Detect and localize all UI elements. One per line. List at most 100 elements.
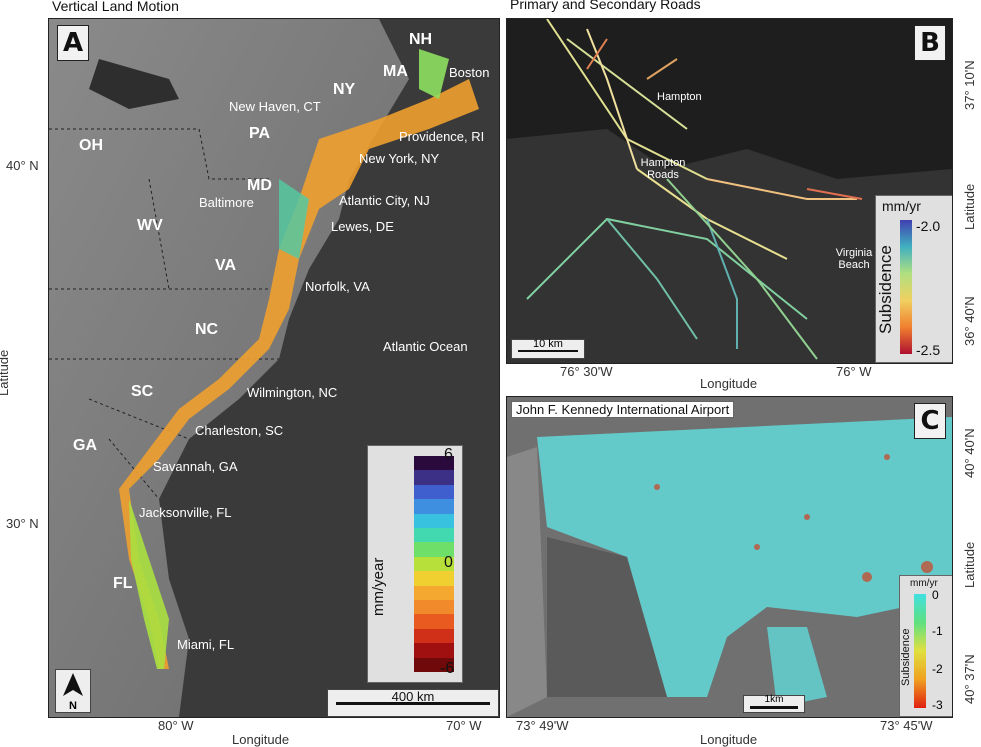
- x-axis-label: Longitude: [232, 732, 290, 747]
- lon-tick: 76° 30'W: [560, 364, 613, 379]
- y-axis-label: Latitude: [962, 541, 977, 588]
- colorbar-swatch: [414, 527, 454, 543]
- city-label: Jacksonville, FL: [139, 505, 232, 520]
- city-label: New York, NY: [359, 151, 440, 166]
- legend-tick: -6: [440, 660, 455, 677]
- lat-tick: 30° N: [6, 516, 39, 531]
- legend-tick: 6: [444, 446, 453, 463]
- panel-c-airport: [507, 397, 952, 717]
- city-label: Wilmington, NC: [247, 385, 338, 400]
- place-label: Virginia Beach: [835, 247, 873, 271]
- state-label: NC: [195, 321, 219, 338]
- legend-unit: mm/yr: [882, 198, 921, 214]
- vlm-colorbar: [414, 456, 454, 672]
- city-label: Lewes, DE: [331, 219, 394, 234]
- state-label: NH: [409, 31, 433, 48]
- state-label: NY: [333, 81, 356, 98]
- x-axis-label: Longitude: [700, 376, 758, 391]
- state-label: MA: [383, 63, 408, 80]
- city-label: Atlantic City, NJ: [339, 193, 430, 208]
- city-label: New Haven, CT: [229, 99, 321, 114]
- colorbar-swatch: [414, 470, 454, 485]
- x-axis-label: Longitude: [700, 732, 758, 747]
- colorbar-swatch: [414, 513, 454, 528]
- colorbar-swatch: [414, 599, 454, 615]
- roads-legend: mm/yr Subsidence -2.0 -2.5: [875, 195, 952, 363]
- colorbar-swatch: [414, 484, 454, 500]
- jfk-legend: mm/yr Subsidence 0 -1 -2 -3: [899, 575, 952, 717]
- lat-tick: 40° N: [6, 158, 39, 173]
- y-axis-label: Latitude: [0, 349, 11, 396]
- city-label: Atlantic Ocean: [383, 339, 468, 354]
- panel-b-map: B Hampton Hampton Roads Virginia Beach m…: [506, 18, 953, 364]
- scale-label: 1km: [764, 694, 784, 705]
- lat-tick: 36° 40'N: [962, 296, 977, 346]
- legend-tick: -2.0: [916, 218, 941, 234]
- legend-unit: mm/yr: [910, 578, 938, 589]
- lon-tick: 73° 45'W: [880, 718, 933, 733]
- panel-a-title: Vertical Land Motion: [52, 0, 179, 14]
- legend-tick: -2: [932, 662, 943, 676]
- city-label: Baltimore: [199, 195, 254, 210]
- colorbar-swatch: [414, 542, 454, 557]
- legend-tick: -2.5: [916, 342, 941, 358]
- legend-label: Subsidence: [876, 245, 895, 334]
- north-arrow: N: [55, 669, 91, 713]
- state-label: OH: [79, 137, 103, 154]
- jfk-colorbar: [914, 594, 926, 708]
- colorbar-swatch: [414, 556, 454, 572]
- state-label: SC: [131, 383, 154, 400]
- lat-tick: 40° 40'N: [962, 428, 977, 478]
- panel-b-letter: B: [914, 25, 946, 61]
- north-label: N: [69, 700, 77, 712]
- y-axis-label: Latitude: [962, 183, 977, 230]
- north-arrow-icon: [63, 673, 83, 696]
- scale-bar: 1km: [743, 694, 805, 713]
- roads-colorbar: [900, 220, 912, 354]
- scale-bar: 10 km: [511, 338, 585, 359]
- city-label: Charleston, SC: [195, 423, 284, 438]
- panel-c-letter: C: [914, 403, 946, 439]
- place-label: Hampton: [657, 91, 702, 103]
- scale-bar: 400 km: [327, 689, 499, 717]
- panel-b-roads: [507, 19, 952, 363]
- colorbar-swatch: [414, 571, 454, 586]
- panel-a-map: A NH MA NY PA OH MD WV VA NC SC GA FL Bo…: [48, 18, 500, 718]
- city-label: Providence, RI: [399, 129, 485, 144]
- colorbar-swatch: [414, 585, 454, 600]
- legend-label: Subsidence: [900, 628, 912, 687]
- panel-c-title: John F. Kennedy International Airport: [511, 401, 735, 418]
- panel-a-letter: A: [57, 25, 89, 61]
- colorbar-swatch: [414, 614, 454, 629]
- place-label: Hampton Roads: [640, 157, 686, 181]
- state-label: FL: [113, 575, 133, 592]
- panel-b-title: Primary and Secondary Roads: [510, 0, 701, 12]
- panel-a-terrain: [49, 19, 499, 717]
- scale-label: 10 km: [533, 338, 563, 350]
- state-label: VA: [215, 257, 237, 274]
- colorbar-swatch: [414, 499, 454, 514]
- panel-c-map: John F. Kennedy International Airport C …: [506, 396, 953, 718]
- lon-tick: 80° W: [158, 718, 194, 733]
- scale-line: [750, 706, 798, 709]
- city-label: Norfolk, VA: [305, 279, 370, 294]
- legend-tick: -3: [932, 698, 943, 712]
- state-label: WV: [137, 217, 163, 234]
- legend-unit: mm/year: [370, 557, 387, 616]
- lat-tick: 40° 37'N: [962, 654, 977, 704]
- lat-tick: 37° 10'N: [962, 60, 977, 110]
- legend-tick: -1: [932, 624, 943, 638]
- state-label: PA: [249, 125, 271, 142]
- state-label: MD: [247, 177, 272, 194]
- city-label: Savannah, GA: [153, 459, 238, 474]
- state-label: GA: [73, 437, 97, 454]
- scale-label: 400 km: [391, 689, 435, 704]
- legend-tick: 0: [444, 554, 453, 571]
- colorbar-swatch: [414, 643, 454, 658]
- colorbar-swatch: [414, 628, 454, 644]
- colorbar-swatch: [414, 657, 454, 672]
- lon-tick: 76° W: [836, 364, 872, 379]
- lon-tick: 73° 49'W: [516, 718, 569, 733]
- legend-tick: 0: [932, 588, 939, 602]
- city-label: Boston: [449, 65, 490, 80]
